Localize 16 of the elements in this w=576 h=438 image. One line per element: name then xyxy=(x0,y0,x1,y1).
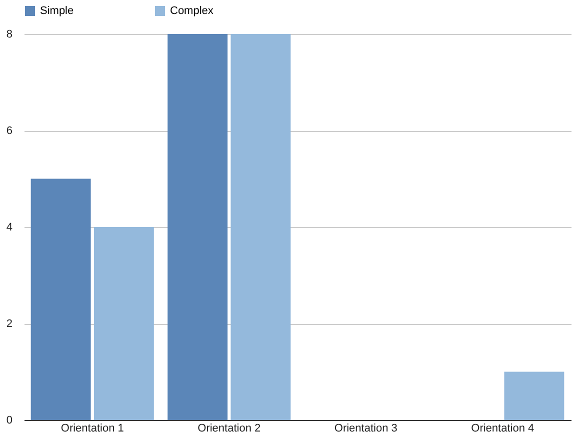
bar xyxy=(168,34,228,420)
bar xyxy=(30,178,91,420)
bar xyxy=(230,34,291,420)
y-tick-label: 2 xyxy=(6,318,12,330)
y-tick-label: 8 xyxy=(6,28,12,40)
legend-label: Complex xyxy=(170,5,214,17)
x-tick-label: Orientation 1 xyxy=(60,422,124,434)
x-tick-label: Orientation 2 xyxy=(198,422,261,434)
bar xyxy=(94,227,154,420)
bar xyxy=(504,372,564,420)
x-tick-label: Orientation 4 xyxy=(471,422,534,434)
y-tick-label: 4 xyxy=(6,222,12,234)
y-tick-label: 0 xyxy=(6,414,12,426)
legend-label: Simple xyxy=(40,5,74,17)
y-tick-label: 6 xyxy=(6,125,12,137)
x-tick-label: Orientation 3 xyxy=(334,422,398,434)
